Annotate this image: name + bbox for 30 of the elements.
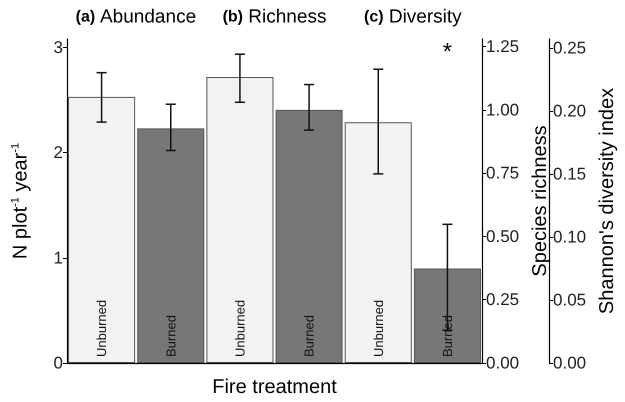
y2-tick-label: 0.25 — [486, 290, 520, 310]
y-tick-label: 1 — [54, 248, 63, 268]
x-axis-title: Fire treatment — [212, 376, 338, 398]
y3-tick-label: 0.20 — [553, 101, 586, 120]
y2-axis-title: Species richness — [529, 125, 551, 277]
y3-tick-label: 0.25 — [553, 38, 586, 58]
text: (b) Richness — [222, 6, 326, 28]
y2-tick-label: 0.50 — [486, 226, 520, 246]
text: (a) Abundance — [76, 6, 196, 28]
y2-tick-label: 0.75 — [486, 164, 520, 183]
x-tick-label: Burned — [440, 315, 455, 357]
y2-tick-label: 1.00 — [486, 100, 520, 120]
y-tick-label: 3 — [54, 38, 63, 57]
y3-tick-label: 0.05 — [553, 290, 586, 310]
x-tick-label: Burned — [302, 315, 317, 357]
y-axis-title: N plot-1 year-1 — [10, 142, 32, 260]
x-tick-label: Burned — [163, 315, 178, 357]
text: (c) Diversity — [364, 6, 462, 28]
annotation: * — [442, 38, 452, 66]
x-tick-label: Unburned — [232, 300, 248, 357]
y-tick-label: 2 — [54, 143, 63, 162]
y3-tick-label: 0.10 — [553, 227, 586, 246]
y-tick-label: 0 — [54, 354, 63, 372]
y3-axis-title: Shannon's diversity index — [596, 88, 618, 314]
x-tick-label: Unburned — [370, 300, 386, 357]
y3-tick-label: 0.15 — [553, 164, 586, 184]
x-tick-label: Unburned — [94, 300, 110, 357]
y3-tick-label: 0.00 — [553, 354, 586, 372]
y2-tick-label: 0.00 — [486, 354, 520, 372]
y2-tick-label: 1.25 — [486, 37, 520, 56]
